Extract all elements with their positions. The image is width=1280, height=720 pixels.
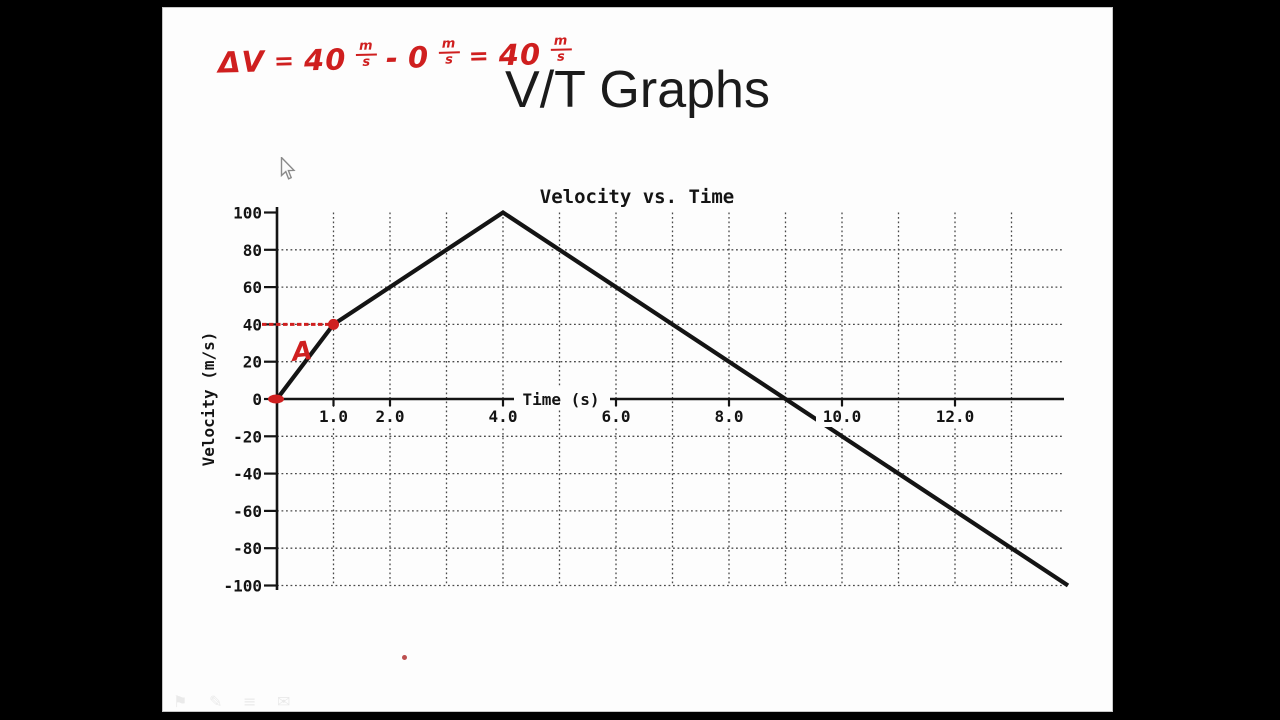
flag-icon: ⚑ [173, 692, 188, 711]
velocity-time-chart: 100 80 60 40 20 0 -20 -40 -60 -80 -100 1.0 2.0 4.0 6.0… [196, 181, 1096, 611]
x-tick-label: 12.0 [936, 407, 975, 426]
x-label-mask [590, 407, 642, 427]
y-tick-label: 20 [243, 353, 262, 372]
x-label-mask [703, 407, 755, 427]
x-tick-label: 2.0 [376, 407, 405, 426]
x-tick-label: 4.0 [489, 407, 518, 426]
origin-marker [268, 394, 284, 404]
x-label-mask [477, 407, 529, 427]
x-tick-label: 1.0 [319, 407, 348, 426]
mouse-cursor-icon [280, 155, 297, 187]
y-tick-label: 0 [252, 390, 262, 409]
note-icon: ✉ [277, 692, 291, 711]
x-label-mask [816, 407, 868, 427]
x-tick-label: 6.0 [602, 407, 631, 426]
y-tick-label: 80 [243, 241, 262, 260]
y-tick-label: -20 [233, 427, 262, 446]
y-tick-label: -60 [233, 502, 262, 521]
x-axis-label-mask [514, 387, 610, 409]
y-axis-label: Velocity (m/s) [199, 332, 218, 467]
y-tick-label: -40 [233, 465, 262, 484]
x-label-mask [307, 407, 360, 427]
y-tick-label: 100 [233, 204, 262, 223]
stray-ink-dot [402, 655, 407, 660]
y-tick-label: 40 [243, 315, 262, 334]
x-label-mask [929, 407, 981, 427]
point-a-label: A [289, 336, 314, 368]
y-tick-label: -100 [223, 577, 262, 596]
velocity-line [275, 209, 1070, 588]
list-icon: ≡ [243, 692, 257, 711]
point-a-marker [328, 318, 339, 330]
chart-title: Velocity vs. Time [540, 186, 734, 208]
x-tick-label: 8.0 [715, 407, 744, 426]
x-label-mask [364, 407, 416, 427]
x-axis-label: Time (s) [522, 390, 599, 409]
y-tick-label: -80 [233, 539, 262, 558]
page-title: V/T Graphs [505, 61, 770, 119]
y-tick-label: 60 [243, 278, 262, 297]
chart-svg: 100 80 60 40 20 0 -20 -40 -60 -80 -100 1.0 2.0 4.0 6.0… [199, 186, 1070, 596]
x-tick-label: 10.0 [823, 407, 862, 426]
pen-icon: ✎ [209, 692, 223, 711]
